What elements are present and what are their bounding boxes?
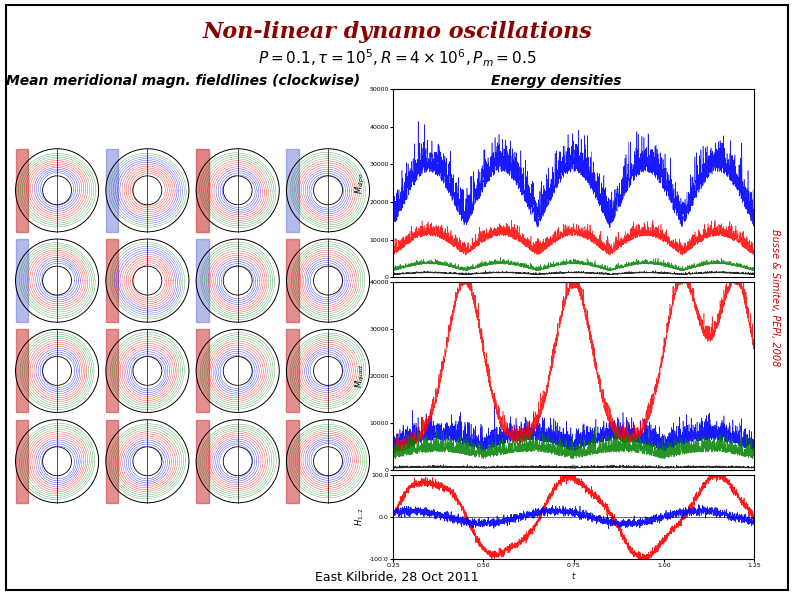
Circle shape — [16, 330, 98, 412]
Y-axis label: $M_{quad}$: $M_{quad}$ — [353, 364, 367, 388]
Bar — [196, 419, 209, 503]
Circle shape — [16, 149, 98, 232]
Bar — [287, 330, 299, 412]
Text: Busse & Simitev, PEPI, 2008: Busse & Simitev, PEPI, 2008 — [769, 229, 780, 366]
Circle shape — [43, 266, 71, 295]
Circle shape — [314, 266, 342, 295]
Circle shape — [196, 149, 279, 232]
Circle shape — [133, 356, 162, 386]
Circle shape — [106, 419, 189, 503]
Circle shape — [133, 266, 162, 295]
Bar — [106, 239, 118, 322]
Bar — [16, 419, 28, 503]
Bar — [16, 149, 28, 232]
Circle shape — [106, 239, 189, 322]
Bar — [196, 239, 209, 322]
Circle shape — [133, 176, 162, 205]
Text: Energy densities: Energy densities — [491, 74, 621, 89]
Circle shape — [287, 419, 369, 503]
Circle shape — [133, 447, 162, 475]
Bar — [106, 149, 118, 232]
Circle shape — [196, 330, 279, 412]
Circle shape — [43, 447, 71, 475]
Bar — [16, 239, 28, 322]
Circle shape — [106, 149, 189, 232]
Bar — [287, 149, 299, 232]
Bar — [106, 330, 118, 412]
Text: East Kilbride, 28 Oct 2011: East Kilbride, 28 Oct 2011 — [315, 571, 479, 584]
Circle shape — [314, 447, 342, 475]
Y-axis label: $M_{dipo}$: $M_{dipo}$ — [353, 173, 367, 194]
Circle shape — [223, 356, 252, 386]
Y-axis label: $H_{1,2}$: $H_{1,2}$ — [354, 508, 366, 526]
Circle shape — [106, 330, 189, 412]
Circle shape — [16, 419, 98, 503]
Circle shape — [43, 176, 71, 205]
Text: Mean meridional magn. fieldlines (clockwise): Mean meridional magn. fieldlines (clockw… — [6, 74, 360, 89]
X-axis label: $t$: $t$ — [571, 570, 576, 581]
Circle shape — [314, 356, 342, 386]
Circle shape — [223, 266, 252, 295]
Circle shape — [43, 356, 71, 386]
Bar — [16, 330, 28, 412]
Bar — [106, 419, 118, 503]
Bar — [196, 330, 209, 412]
Circle shape — [314, 176, 342, 205]
Bar — [287, 419, 299, 503]
Bar — [196, 149, 209, 232]
Circle shape — [287, 239, 369, 322]
Circle shape — [287, 330, 369, 412]
Circle shape — [16, 239, 98, 322]
Circle shape — [196, 239, 279, 322]
Circle shape — [223, 176, 252, 205]
Bar — [287, 239, 299, 322]
Circle shape — [223, 447, 252, 475]
Circle shape — [287, 149, 369, 232]
Text: Non-linear dynamo oscillations: Non-linear dynamo oscillations — [202, 21, 592, 43]
Text: $P = 0.1, \tau = 10^5, R = 4 \times 10^6, P_m = 0.5$: $P = 0.1, \tau = 10^5, R = 4 \times 10^6… — [258, 48, 536, 69]
Circle shape — [196, 419, 279, 503]
